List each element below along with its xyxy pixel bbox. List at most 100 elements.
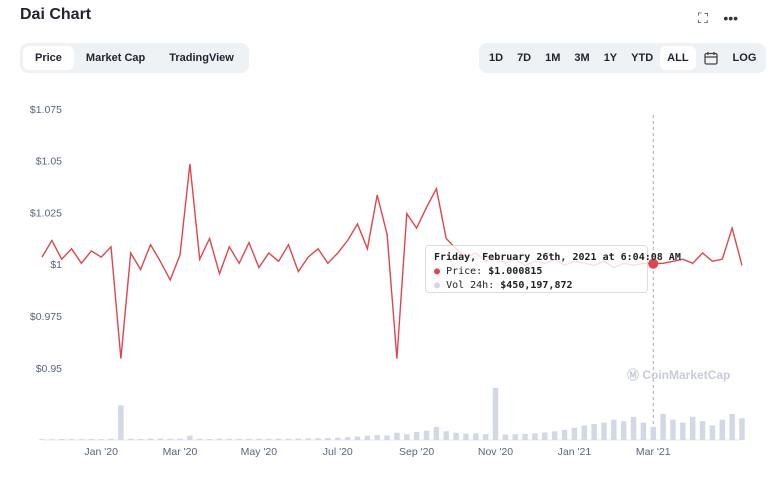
volume-bar <box>581 425 587 440</box>
volume-bar <box>374 435 380 440</box>
volume-bar <box>335 437 341 440</box>
volume-bar <box>256 438 262 440</box>
volume-bar <box>699 421 706 440</box>
volume-bar <box>680 422 686 440</box>
volume-bar <box>167 438 173 440</box>
tooltip-label: Vol 24h: <box>446 280 495 291</box>
volume-bar <box>709 425 716 440</box>
volume-bar <box>177 438 183 440</box>
volume-bar <box>344 437 351 440</box>
range-button[interactable]: 1D <box>489 52 504 64</box>
calendar-icon[interactable] <box>703 51 718 65</box>
y-tick-label: $0.95 <box>36 363 62 375</box>
log-button[interactable]: LOG <box>732 52 757 64</box>
volume-bar <box>246 438 252 440</box>
volume-bar <box>561 429 568 440</box>
volume-bar <box>216 438 223 440</box>
tab[interactable]: Market Cap <box>85 52 146 64</box>
tooltip-row: ● Price: $1.000815 <box>434 266 543 277</box>
volume-bar <box>187 435 193 440</box>
toolbar-icons: ⛶ ••• <box>698 10 738 27</box>
volume-bar <box>226 438 233 440</box>
x-tick-label: Jan '21 <box>558 446 592 458</box>
volume-bar <box>98 439 104 440</box>
volume-bar <box>236 438 242 440</box>
volume-bar <box>522 433 528 440</box>
volume-bar <box>315 438 321 440</box>
range-group: 1D 7D 1M 3M 1Y YTD ALL LOG <box>479 43 767 73</box>
volume-bar <box>384 435 390 440</box>
range-button[interactable]: ALL <box>660 46 696 70</box>
volume-bar <box>670 419 676 440</box>
tooltip-value: $450,197,872 <box>500 280 573 291</box>
volume-bar <box>453 432 459 440</box>
volume-bar <box>354 436 361 440</box>
highlight-point <box>648 258 659 269</box>
volume-bar <box>620 421 627 440</box>
y-tick-label: $1 <box>50 259 62 271</box>
tooltip-label: Price: <box>446 266 483 277</box>
volume-bar <box>206 438 213 440</box>
volume-bar <box>689 416 696 440</box>
volume-bar <box>305 438 311 440</box>
volume-bar <box>128 438 134 440</box>
volume-bar <box>502 434 509 440</box>
x-tick-label: Nov '20 <box>478 446 513 458</box>
range-button[interactable]: YTD <box>631 52 654 64</box>
volume-bar <box>611 419 617 440</box>
volume-bar <box>137 438 144 440</box>
volume-bar <box>443 431 449 440</box>
range-button[interactable]: 7D <box>517 52 532 64</box>
range-button[interactable]: 1M <box>545 52 561 64</box>
volume-bar <box>542 432 548 440</box>
y-tick-label: $0.975 <box>30 311 62 323</box>
volume-bar <box>275 438 282 440</box>
volume-bar <box>532 433 538 440</box>
volume-bar <box>295 438 302 440</box>
volume-bar <box>719 419 725 440</box>
volume-bar <box>108 438 114 440</box>
volume-bar <box>482 434 489 440</box>
volume-bar <box>325 437 331 440</box>
volume-bar <box>660 413 666 440</box>
volume-bar <box>147 438 154 440</box>
fullscreen-icon[interactable]: ⛶ <box>698 10 708 26</box>
y-tick-label: $1.05 <box>36 156 62 168</box>
volume-bar <box>551 431 558 440</box>
x-tick-label: Jan '20 <box>84 446 118 458</box>
volume-bar <box>630 416 637 440</box>
page-title: Dai Chart <box>20 6 92 23</box>
volume-bar <box>266 438 272 440</box>
volume-bar <box>650 426 656 440</box>
volume-bar <box>591 424 597 440</box>
x-tick-label: Jul '20 <box>323 446 353 458</box>
y-tick-label: $1.075 <box>30 104 62 116</box>
volume-bar <box>413 431 420 440</box>
more-icon[interactable]: ••• <box>723 10 739 26</box>
x-tick-label: Mar '20 <box>163 446 198 458</box>
volume-bar <box>285 438 292 440</box>
volume-bar <box>512 434 518 440</box>
volume-bar <box>78 439 85 440</box>
tooltip-date: Friday, February 26th, 2021 at 6:04:08 A… <box>434 252 681 263</box>
tooltip: Friday, February 26th, 2021 at 6:04:08 A… <box>425 245 681 293</box>
volume-bar <box>463 433 469 440</box>
volume-bar <box>404 434 410 440</box>
volume-bar <box>492 387 499 440</box>
watermark: Ⓜ CoinMarketCap <box>627 368 731 382</box>
volume-bar <box>729 413 735 440</box>
volume-bar <box>364 435 371 440</box>
volume-bar <box>157 438 164 440</box>
x-tick-label: Mar '21 <box>636 446 671 458</box>
tab[interactable]: TradingView <box>169 52 234 64</box>
volume-bar <box>571 427 578 440</box>
range-button[interactable]: 1Y <box>603 52 618 64</box>
y-tick-label: $1.025 <box>30 207 62 219</box>
volume-bar <box>59 438 65 440</box>
range-button[interactable]: 3M <box>574 52 590 64</box>
x-tick-label: May '20 <box>241 446 278 458</box>
volume-bar <box>39 439 45 440</box>
volume-bar <box>118 405 124 440</box>
tab[interactable]: Price <box>23 46 74 70</box>
